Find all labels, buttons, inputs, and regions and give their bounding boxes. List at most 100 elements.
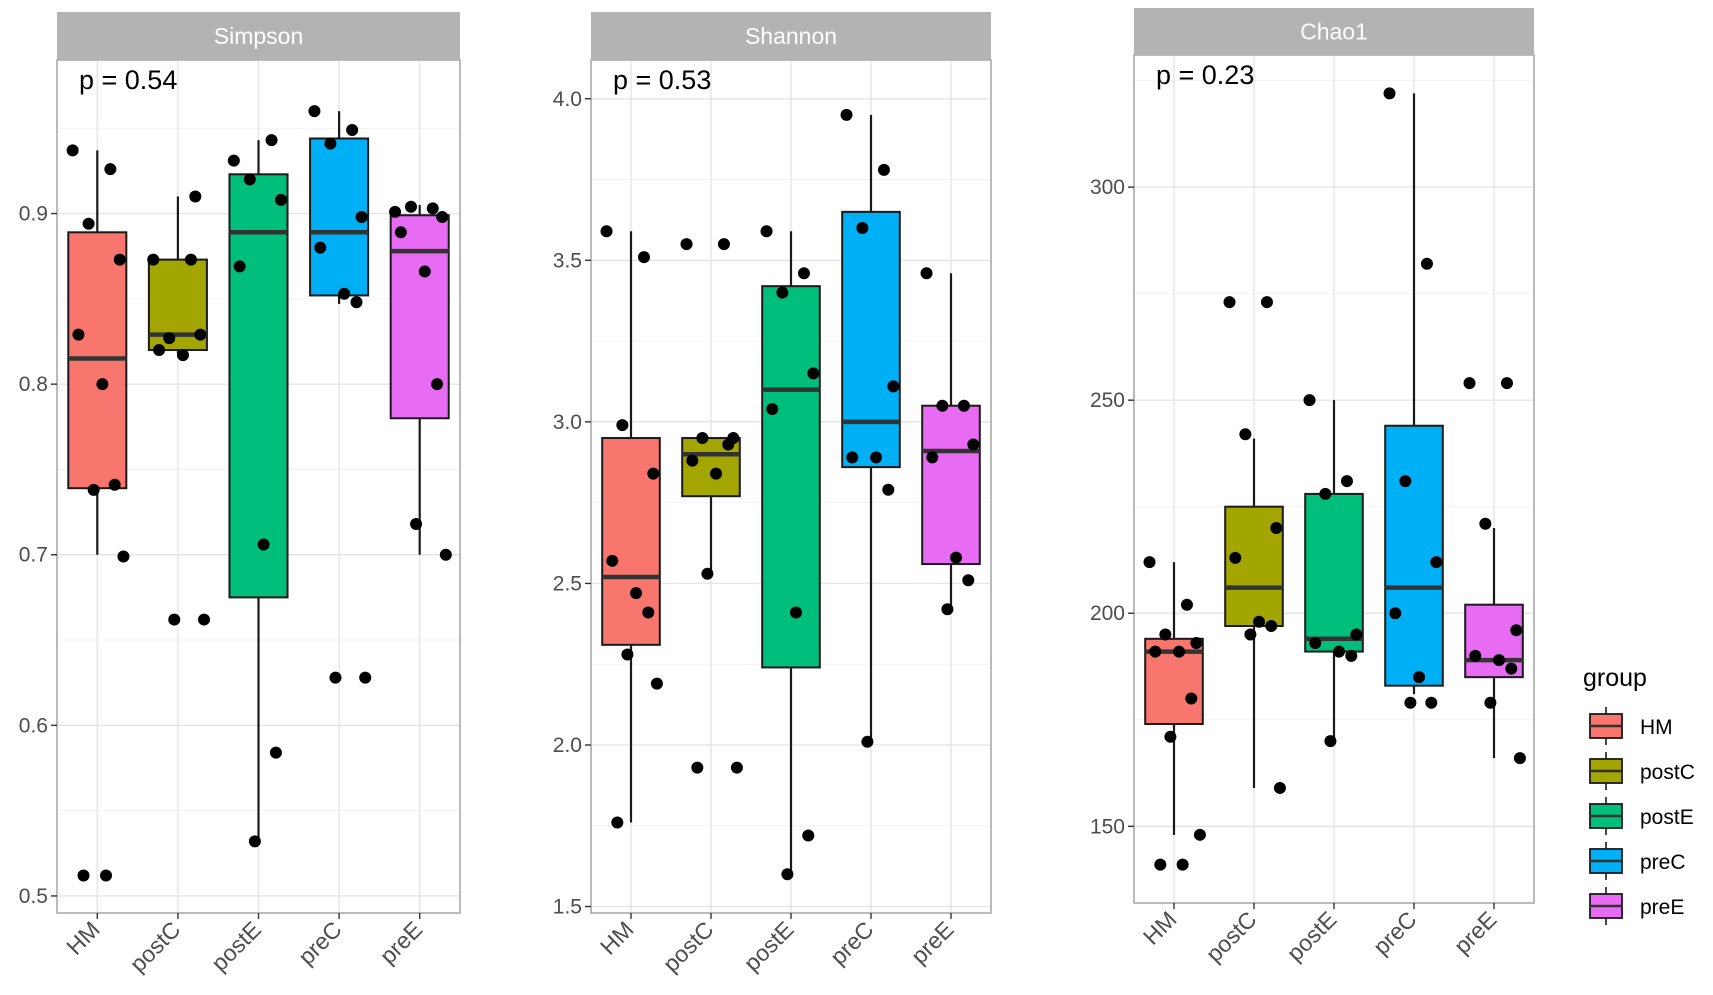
data-point [686,454,699,467]
data-point [394,226,407,239]
data-point [198,613,211,626]
data-point [1143,556,1156,569]
data-point [941,603,954,616]
data-point [243,173,256,186]
x-tick-label: HM [595,916,639,960]
data-point [1164,730,1177,743]
box-iqr [761,285,821,669]
strip-title: Shannon [745,23,837,49]
data-point [418,265,431,278]
x-tick-label: postE [206,916,266,976]
legend-label: preC [1640,851,1686,874]
data-point [426,202,439,215]
x-tick-label: postE [739,916,799,976]
x-tick-label: preE [374,916,427,969]
data-point [436,210,449,223]
data-point [1180,598,1193,611]
data-point [389,205,402,218]
data-point [846,451,859,464]
data-point [962,574,975,587]
legend-label: preE [1640,896,1684,919]
x-tick-label: HM [1138,906,1182,950]
data-point [1193,828,1206,841]
data-point [87,483,100,496]
y-tick-label: 0.6 [19,714,48,737]
data-point [1303,394,1316,407]
data-point [431,378,444,391]
strip-background [57,12,460,60]
data-point [1389,607,1402,620]
data-point [355,210,368,223]
data-point [616,419,629,432]
data-point [637,251,650,264]
data-point [1273,781,1286,794]
x-tick-label: HM [61,916,105,960]
data-point [861,735,874,748]
box-prec [309,111,370,304]
data-point [1513,752,1526,765]
y-tick-label: 250 [1090,389,1125,412]
data-point [1469,649,1482,662]
data-point [1324,735,1337,748]
data-point [920,267,933,280]
data-point [66,144,79,157]
data-point [1425,696,1438,709]
data-point [1399,475,1412,488]
data-point [1190,637,1203,650]
panel-shannon: Shannon p = 0.53 1.5 2.0 2.5 3.0 3.5 4.0 HM postC… [553,12,992,977]
data-point [147,253,160,266]
data-point [227,154,240,167]
data-point [100,869,113,882]
data-point [1340,475,1353,488]
data-point [1420,257,1433,270]
data-point [1383,87,1396,100]
data-point [606,554,619,567]
data-point [248,835,261,848]
data-point [269,746,282,759]
data-point [696,432,709,445]
data-point [701,567,714,580]
data-point [710,467,723,480]
x-tick-label: preC [825,916,879,970]
data-point [1159,628,1172,641]
data-point [717,238,730,251]
legend-entry-pree: preE [1589,887,1684,925]
data-point [642,606,655,619]
legend-entry-poste: postE [1589,797,1694,835]
data-point [650,677,663,690]
data-point [926,451,939,464]
data-point [802,829,815,842]
data-point [1463,377,1476,390]
box-iqr [228,173,289,599]
data-point [346,123,359,136]
data-point [1149,645,1162,658]
box-pree [921,273,981,610]
data-point [184,253,197,266]
x-tick-label: preC [293,916,347,970]
y-tick-label: 300 [1090,176,1125,199]
data-point [257,538,270,551]
panel-simpson: Simpson p = 0.54 0.5 0.6 0.7 0.8 0.9 HM postC pos… [19,12,461,977]
data-point [308,105,321,118]
data-point [439,548,452,561]
legend-entry-postc: postC [1589,752,1695,790]
data-point [1270,522,1283,535]
data-point [72,328,85,341]
data-point [621,648,634,661]
data-point [760,225,773,238]
p-value-annotation: p = 0.54 [79,65,177,95]
data-point [630,587,643,600]
x-tick-label: postC [1201,906,1262,967]
data-point [647,467,660,480]
x-tick-label: postC [658,916,719,977]
data-point [776,286,789,299]
data-point [168,613,181,626]
data-point [1319,487,1332,500]
y-tick-label: 2.5 [553,572,582,595]
box-prec [841,114,901,742]
x-tick-label: postC [125,916,186,977]
y-tick-label: 4.0 [553,88,582,111]
strip-title: Simpson [214,23,303,49]
box-hm [67,150,128,555]
